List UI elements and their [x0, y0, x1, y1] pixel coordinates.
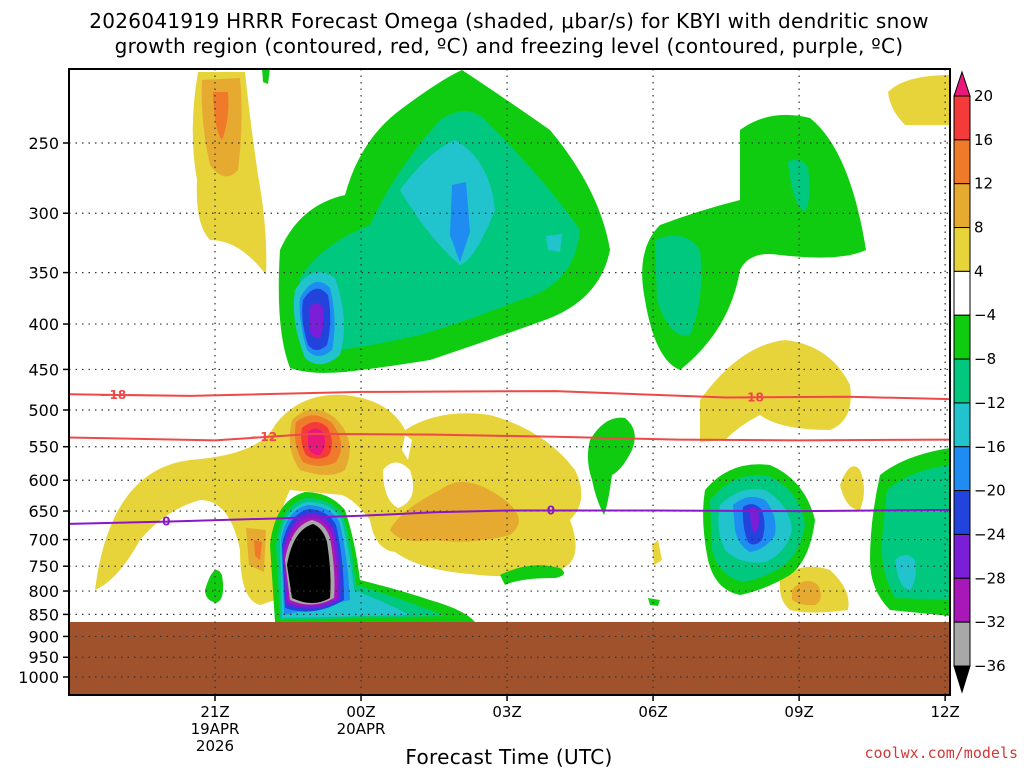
x-tick-label: 12Z	[930, 703, 959, 721]
y-tick-label: 450	[28, 360, 59, 379]
colorbar-label: 20	[974, 87, 993, 105]
colorbar-swatch	[953, 227, 971, 272]
y-tick-label: 900	[28, 627, 59, 646]
colorbar-swatch	[953, 139, 971, 185]
x-tick-label: 09Z	[784, 703, 813, 721]
colorbar-swatch	[953, 358, 971, 404]
x-tick-label: 06Z	[638, 703, 667, 721]
omega-region-09Z-ascent	[703, 464, 815, 595]
x-tick-label: 19APR	[191, 720, 240, 738]
colorbar-label: −28	[974, 569, 1006, 587]
colorbar-swatch	[953, 402, 971, 448]
chart-title-line1: 2026041919 HRRR Forecast Omega (shaded, …	[89, 9, 929, 33]
y-tick-label: 950	[28, 648, 59, 667]
site-credit: coolwx.com/models	[864, 744, 1018, 762]
y-tick-label: 250	[28, 134, 59, 153]
terrain-fill	[69, 622, 950, 695]
omega-colorbar: 20 16 12 8 4 −4 −8 −12 −16 −20 −24 −28 −32 −36	[953, 70, 1006, 694]
colorbar-swatch	[953, 446, 971, 492]
omega-region-top-right-plus4	[888, 75, 950, 125]
contour-label: −18	[99, 388, 126, 402]
y-tick-label: 700	[28, 531, 59, 550]
x-tick-label: 20APR	[337, 720, 386, 738]
y-tick-label: 600	[28, 471, 59, 490]
colorbar-label: 12	[974, 175, 993, 193]
omega-region-upper-left	[192, 69, 270, 275]
omega-region-minor-ascent	[205, 417, 660, 606]
colorbar-swatch	[953, 490, 971, 535]
colorbar-label: −8	[974, 350, 996, 368]
y-tick-label: 650	[28, 502, 59, 521]
grid-lines	[69, 69, 950, 695]
plot-area: −18 −18 −12 0 0	[69, 69, 950, 695]
x-tick-label: 21Z	[200, 703, 229, 721]
colorbar-label: −32	[974, 613, 1006, 631]
colorbar-top-triangle	[953, 70, 971, 97]
contour-dendritic-minus18	[69, 390, 950, 401]
contour-lines: −18 −18 −12 0 0	[69, 388, 950, 529]
y-tick-label: 850	[28, 605, 59, 624]
colorbar-label: 4	[974, 262, 984, 280]
x-tick-label: 2026	[196, 737, 234, 755]
y-tick-label: 550	[28, 438, 59, 457]
x-axis-label: Forecast Time (UTC)	[405, 745, 612, 768]
y-tick-label: 750	[28, 557, 59, 576]
colorbar-swatch	[953, 577, 971, 623]
contour-label: 0	[162, 515, 170, 529]
colorbar-swatch	[953, 270, 971, 316]
y-axis: 250 300 350 400 450 500 550 600 650 700 750 800 850 9…	[18, 134, 69, 687]
colorbar-label: −36	[974, 657, 1006, 675]
y-tick-label: 350	[28, 264, 59, 283]
colorbar-label: 16	[974, 131, 993, 149]
y-tick-label: 800	[28, 582, 59, 601]
colorbar-swatch	[953, 533, 971, 579]
chart-title-line2: growth region (contoured, red, ºC) and f…	[115, 34, 904, 58]
colorbar-label: −16	[974, 438, 1006, 456]
colorbar-label: −12	[974, 394, 1006, 412]
y-tick-label: 1000	[18, 668, 59, 687]
omega-region-12Z-ascent	[870, 448, 950, 616]
plot-frame	[68, 68, 951, 696]
colorbar-label: −4	[974, 306, 996, 324]
contour-label: 0	[547, 503, 555, 517]
y-tick-label: 300	[28, 204, 59, 223]
colorbar-label: 8	[974, 219, 984, 237]
y-tick-label: 400	[28, 315, 59, 334]
colorbar-bottom-triangle	[953, 665, 971, 694]
colorbar-swatch	[953, 314, 971, 360]
contour-dendritic-minus12	[69, 432, 950, 442]
x-tick-label: 00Z	[346, 703, 375, 721]
colorbar-swatch	[953, 95, 971, 141]
colorbar-label: −20	[974, 482, 1006, 500]
contour-label: −18	[737, 390, 764, 404]
x-tick-label: 03Z	[492, 703, 521, 721]
colorbar-swatch	[953, 183, 971, 229]
contour-label: −12	[250, 430, 277, 444]
omega-region-low-level-ascent	[270, 492, 475, 622]
colorbar-label: −24	[974, 526, 1006, 544]
omega-region-upper-ascent	[278, 70, 610, 373]
omega-region-upper-right-ascent	[642, 114, 866, 370]
contour-freezing-level-0	[69, 508, 950, 525]
colorbar-swatch	[953, 621, 971, 667]
y-tick-label: 500	[28, 401, 59, 420]
